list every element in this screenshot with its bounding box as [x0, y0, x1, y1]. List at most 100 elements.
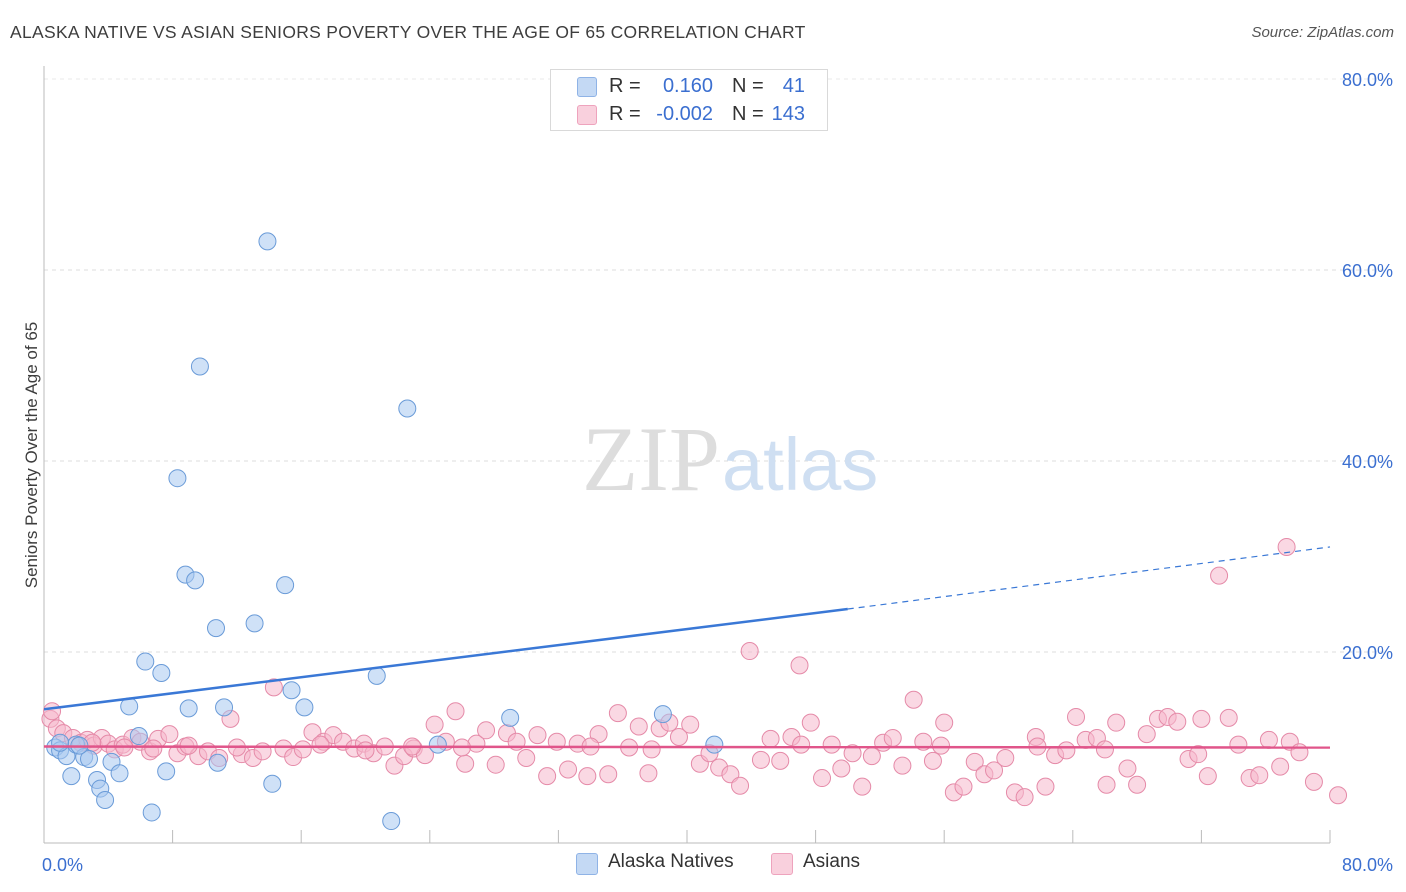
data-point — [1250, 766, 1269, 785]
data-point — [398, 399, 417, 418]
data-point — [1259, 730, 1278, 749]
legend-n-label: N = — [732, 75, 764, 97]
y-tick-label: 60.0% — [1342, 261, 1393, 281]
data-point — [1304, 772, 1323, 791]
data-point — [1277, 537, 1296, 556]
legend-r-value: 0.160 — [662, 75, 713, 97]
data-point — [1219, 708, 1238, 727]
data-point — [1097, 775, 1116, 794]
legend-n-value: 143 — [771, 103, 805, 125]
data-point — [904, 690, 923, 709]
trend-lines — [43, 546, 1331, 749]
data-point — [721, 765, 740, 784]
data-point — [382, 812, 401, 831]
data-point — [1189, 745, 1208, 764]
data-point — [996, 749, 1015, 768]
data-point — [80, 749, 99, 768]
data-point — [186, 571, 205, 590]
data-point — [751, 750, 770, 769]
data-point — [486, 755, 505, 774]
data-point — [142, 803, 161, 822]
data-point — [253, 742, 272, 761]
legend-swatch-alaska — [577, 77, 597, 97]
data-point — [965, 752, 984, 771]
data-point — [293, 740, 312, 759]
data-point — [282, 681, 301, 700]
data-point — [639, 764, 658, 783]
data-point — [1329, 786, 1348, 805]
y-tick-label: 80.0% — [1342, 70, 1393, 90]
grid — [44, 78, 1392, 653]
data-point — [1198, 767, 1217, 786]
data-point — [179, 699, 198, 718]
legend-row-asians: R = -0.002 N = 143 — [551, 100, 827, 128]
data-point — [954, 777, 973, 796]
series-alaska-natives — [46, 232, 724, 831]
legend-label-asians: Asians — [803, 851, 861, 872]
data-point — [931, 736, 950, 755]
x-tick-label: 80.0% — [1342, 855, 1393, 875]
data-point — [207, 619, 226, 638]
trend-line-alaska-extension — [847, 546, 1331, 610]
data-point — [477, 721, 496, 740]
data-point — [110, 764, 129, 783]
data-point — [1229, 735, 1248, 754]
x-tick-label: 0.0% — [42, 855, 83, 875]
trend-line-alaska — [43, 607, 848, 711]
data-point — [168, 469, 187, 488]
data-point — [653, 705, 672, 724]
data-point — [428, 735, 447, 754]
data-points — [41, 232, 1348, 831]
data-point — [446, 702, 465, 721]
legend-r-label: R = — [609, 75, 641, 97]
data-point — [538, 767, 557, 786]
data-point — [608, 704, 627, 723]
data-point — [669, 727, 688, 746]
data-point — [456, 754, 475, 773]
chart-title: ALASKA NATIVE VS ASIAN SENIORS POVERTY O… — [10, 22, 806, 42]
data-point — [1036, 777, 1055, 796]
data-point — [705, 735, 724, 754]
data-point — [215, 698, 234, 717]
series-legend: Alaska Natives Asians — [0, 851, 1406, 877]
data-point — [853, 777, 872, 796]
data-point — [559, 760, 578, 779]
data-point — [801, 713, 820, 732]
data-point — [136, 652, 155, 671]
data-point — [501, 708, 520, 727]
data-point — [160, 725, 179, 744]
data-point — [1057, 741, 1076, 760]
data-point — [790, 656, 809, 675]
tick-labels: 20.0% 40.0% 60.0% 80.0% 0.0% 80.0% — [42, 70, 1393, 875]
y-tick-label: 20.0% — [1342, 643, 1393, 663]
data-point — [642, 740, 661, 759]
data-point — [843, 744, 862, 763]
data-point — [295, 698, 314, 717]
data-point — [923, 751, 942, 770]
data-point — [208, 753, 227, 772]
data-point — [245, 614, 264, 633]
stats-legend: R = 0.160 N = 41 R = -0.002 N = 143 — [550, 69, 828, 131]
legend-swatch-asians — [577, 105, 597, 125]
data-point — [935, 713, 954, 732]
data-point — [1118, 759, 1137, 778]
data-point — [1015, 788, 1034, 807]
data-point — [264, 678, 283, 697]
legend-r-value: -0.002 — [656, 103, 713, 125]
data-point — [190, 357, 209, 376]
data-point — [1192, 709, 1211, 728]
data-point — [629, 717, 648, 736]
data-point — [152, 664, 171, 683]
trend-line-asians — [43, 745, 1331, 749]
legend-swatch-alaska — [576, 853, 598, 875]
data-point — [157, 762, 176, 781]
data-point — [1168, 712, 1187, 731]
data-point — [1107, 713, 1126, 732]
data-point — [832, 759, 851, 778]
data-point — [578, 767, 597, 786]
data-point — [517, 749, 536, 768]
data-point — [1137, 725, 1156, 744]
data-point — [62, 767, 81, 786]
data-point — [1128, 775, 1147, 794]
